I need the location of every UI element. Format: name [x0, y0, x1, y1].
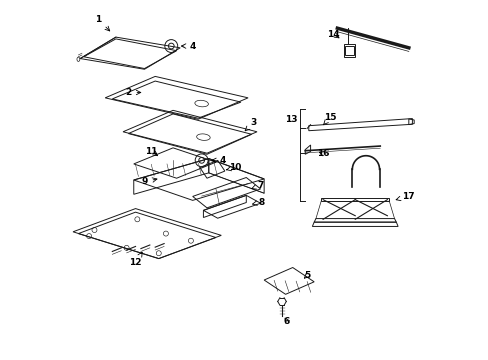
Text: 3: 3 [244, 118, 256, 131]
Text: 4: 4 [211, 156, 226, 165]
Text: 17: 17 [395, 192, 414, 201]
Text: 6: 6 [284, 316, 289, 325]
Text: 4: 4 [181, 41, 196, 50]
Text: 16: 16 [316, 149, 328, 158]
Text: 15: 15 [323, 113, 336, 125]
Text: 10: 10 [226, 163, 241, 172]
Text: 14: 14 [327, 30, 340, 39]
Text: 1: 1 [95, 15, 109, 31]
Text: 12: 12 [129, 252, 142, 267]
Text: 8: 8 [252, 198, 264, 207]
Text: 5: 5 [303, 271, 309, 280]
Text: 9: 9 [141, 177, 157, 186]
Text: 7: 7 [251, 181, 263, 190]
Text: 2: 2 [125, 88, 141, 97]
Text: 13: 13 [284, 116, 297, 125]
Text: 11: 11 [145, 147, 158, 156]
